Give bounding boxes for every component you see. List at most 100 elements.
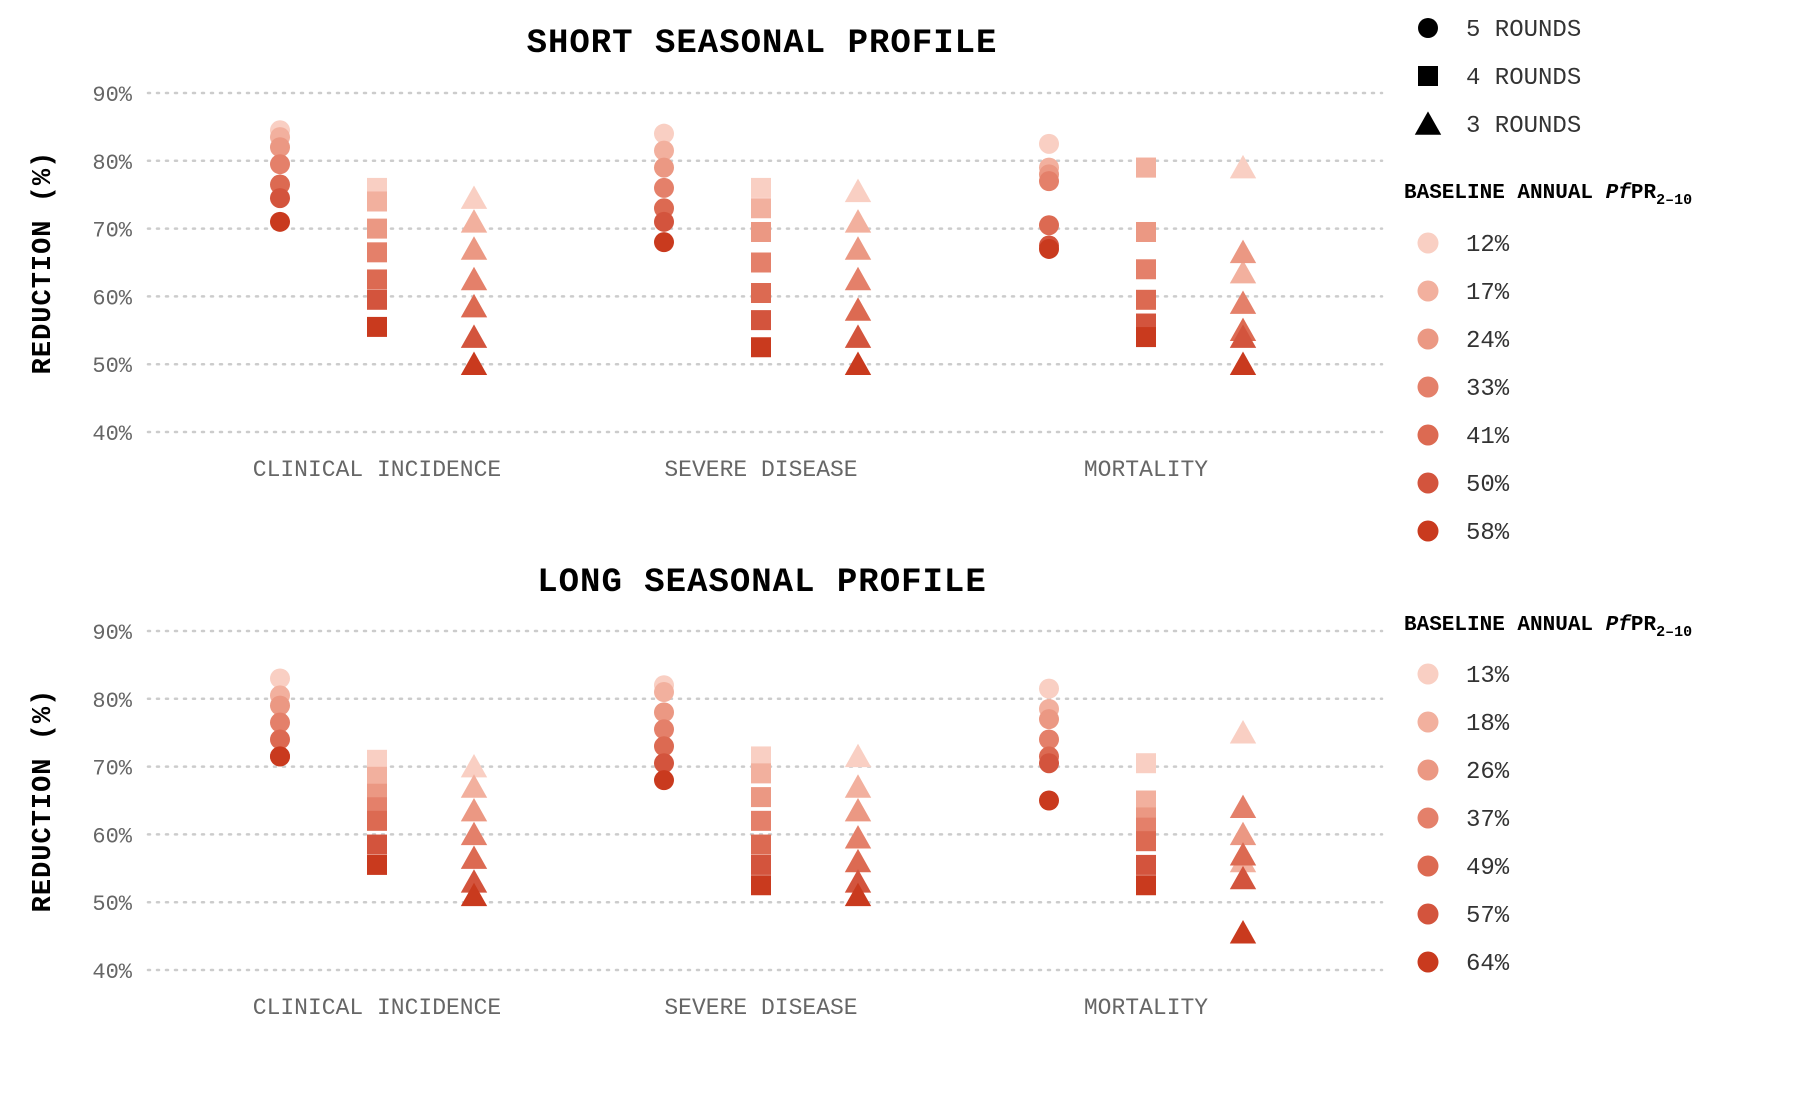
legend-level-label: 12% xyxy=(1466,232,1510,259)
data-point xyxy=(270,746,290,767)
data-point xyxy=(1039,238,1059,259)
data-point xyxy=(367,834,387,855)
panel-title: LONG SEASONAL PROFILE xyxy=(537,564,986,602)
y-tick-label: 70% xyxy=(92,757,132,782)
category-label: SEVERE DISEASE xyxy=(664,995,857,1021)
data-point xyxy=(1136,753,1156,774)
data-point xyxy=(1229,351,1257,375)
y-tick-label: 60% xyxy=(92,824,132,849)
data-point xyxy=(460,798,488,822)
data-point xyxy=(367,191,387,212)
legend-level-label: 57% xyxy=(1466,903,1510,930)
series-circle xyxy=(270,668,1059,811)
y-axis-label: REDUCTION (%) xyxy=(29,151,59,375)
data-point xyxy=(844,236,872,260)
data-point xyxy=(460,236,488,260)
legend-level-label: 24% xyxy=(1466,328,1510,355)
data-point xyxy=(1229,821,1257,846)
data-point xyxy=(654,123,674,144)
data-point xyxy=(751,221,771,242)
series-square xyxy=(367,746,1156,896)
data-point xyxy=(1039,753,1059,774)
category-label: CLINICAL INCIDENCE xyxy=(253,457,501,483)
legend-shape-square xyxy=(1418,66,1438,86)
data-point xyxy=(1229,794,1257,819)
legend-color-swatch xyxy=(1417,424,1439,446)
data-point xyxy=(270,154,290,175)
data-point xyxy=(367,316,387,337)
legend-shape-triangle xyxy=(1414,111,1442,135)
legend-level-label: 50% xyxy=(1466,472,1510,499)
legend-color-swatch xyxy=(1417,232,1439,254)
panel-title: SHORT SEASONAL PROFILE xyxy=(527,25,998,63)
data-point xyxy=(844,743,872,768)
legend-level-label: 13% xyxy=(1466,663,1510,690)
data-point xyxy=(844,324,872,348)
panel-2: LONG SEASONAL PROFILE REDUCTION (%) 40% 50%… xyxy=(29,564,1384,1021)
data-point xyxy=(460,185,488,209)
data-point xyxy=(460,266,488,291)
y-tick-label: 40% xyxy=(92,960,132,985)
data-point xyxy=(270,188,290,209)
data-point xyxy=(460,774,488,798)
data-point xyxy=(844,209,872,233)
data-point xyxy=(367,242,387,263)
data-point xyxy=(460,209,488,233)
data-point xyxy=(751,763,771,784)
data-point xyxy=(1039,215,1059,236)
data-point xyxy=(270,729,290,750)
legend-level-label: 58% xyxy=(1466,520,1510,547)
data-point xyxy=(844,869,872,893)
y-tick-label: 90% xyxy=(92,83,132,108)
series-circle xyxy=(270,120,1059,259)
data-point xyxy=(270,695,290,716)
data-point xyxy=(1229,290,1257,314)
data-point xyxy=(270,712,290,733)
legend-color-swatch xyxy=(1417,807,1439,829)
data-point xyxy=(844,848,872,873)
y-tick-label: 80% xyxy=(92,689,132,714)
data-point xyxy=(1136,289,1156,310)
data-point xyxy=(654,140,674,161)
data-point xyxy=(654,702,674,723)
data-point xyxy=(654,157,674,178)
data-point xyxy=(1229,324,1257,348)
category-label: MORTALITY xyxy=(1084,995,1208,1021)
legend-color-swatch xyxy=(1417,520,1439,542)
y-tick-label: 70% xyxy=(92,219,132,244)
data-point xyxy=(460,351,488,375)
legend-color-swatch xyxy=(1417,759,1439,781)
data-point xyxy=(1136,790,1156,811)
data-point xyxy=(460,293,488,318)
data-point xyxy=(751,310,771,331)
legend-level-label: 37% xyxy=(1466,807,1510,834)
legend-color-swatch xyxy=(1417,328,1439,350)
data-point xyxy=(1039,729,1059,750)
data-point xyxy=(751,177,771,198)
series-triangle xyxy=(460,154,1257,375)
y-tick-label: 50% xyxy=(92,892,132,917)
legend-shape-label: 3 ROUNDS xyxy=(1466,113,1581,140)
data-point xyxy=(1229,239,1257,264)
data-point xyxy=(1039,790,1059,811)
data-point xyxy=(367,269,387,290)
data-point xyxy=(844,825,872,849)
data-point xyxy=(460,324,488,348)
legend-level-label: 18% xyxy=(1466,711,1510,738)
data-point xyxy=(460,753,488,778)
legend-title: BASELINE ANNUAL PfPR2–10 xyxy=(1404,614,1692,641)
data-point xyxy=(367,854,387,875)
data-point xyxy=(844,798,872,822)
data-point xyxy=(1229,260,1257,284)
data-point xyxy=(1039,678,1059,699)
data-point xyxy=(751,854,771,875)
legend-color-swatch xyxy=(1417,376,1439,398)
data-point xyxy=(1039,171,1059,192)
legend: 5 ROUNDS 4 ROUNDS 3 ROUNDS BASELINE ANNUAL … xyxy=(1404,17,1692,978)
data-point xyxy=(751,283,771,304)
data-point xyxy=(751,834,771,855)
data-point xyxy=(751,787,771,808)
data-point xyxy=(367,766,387,787)
data-point xyxy=(654,736,674,757)
data-point xyxy=(844,351,872,375)
